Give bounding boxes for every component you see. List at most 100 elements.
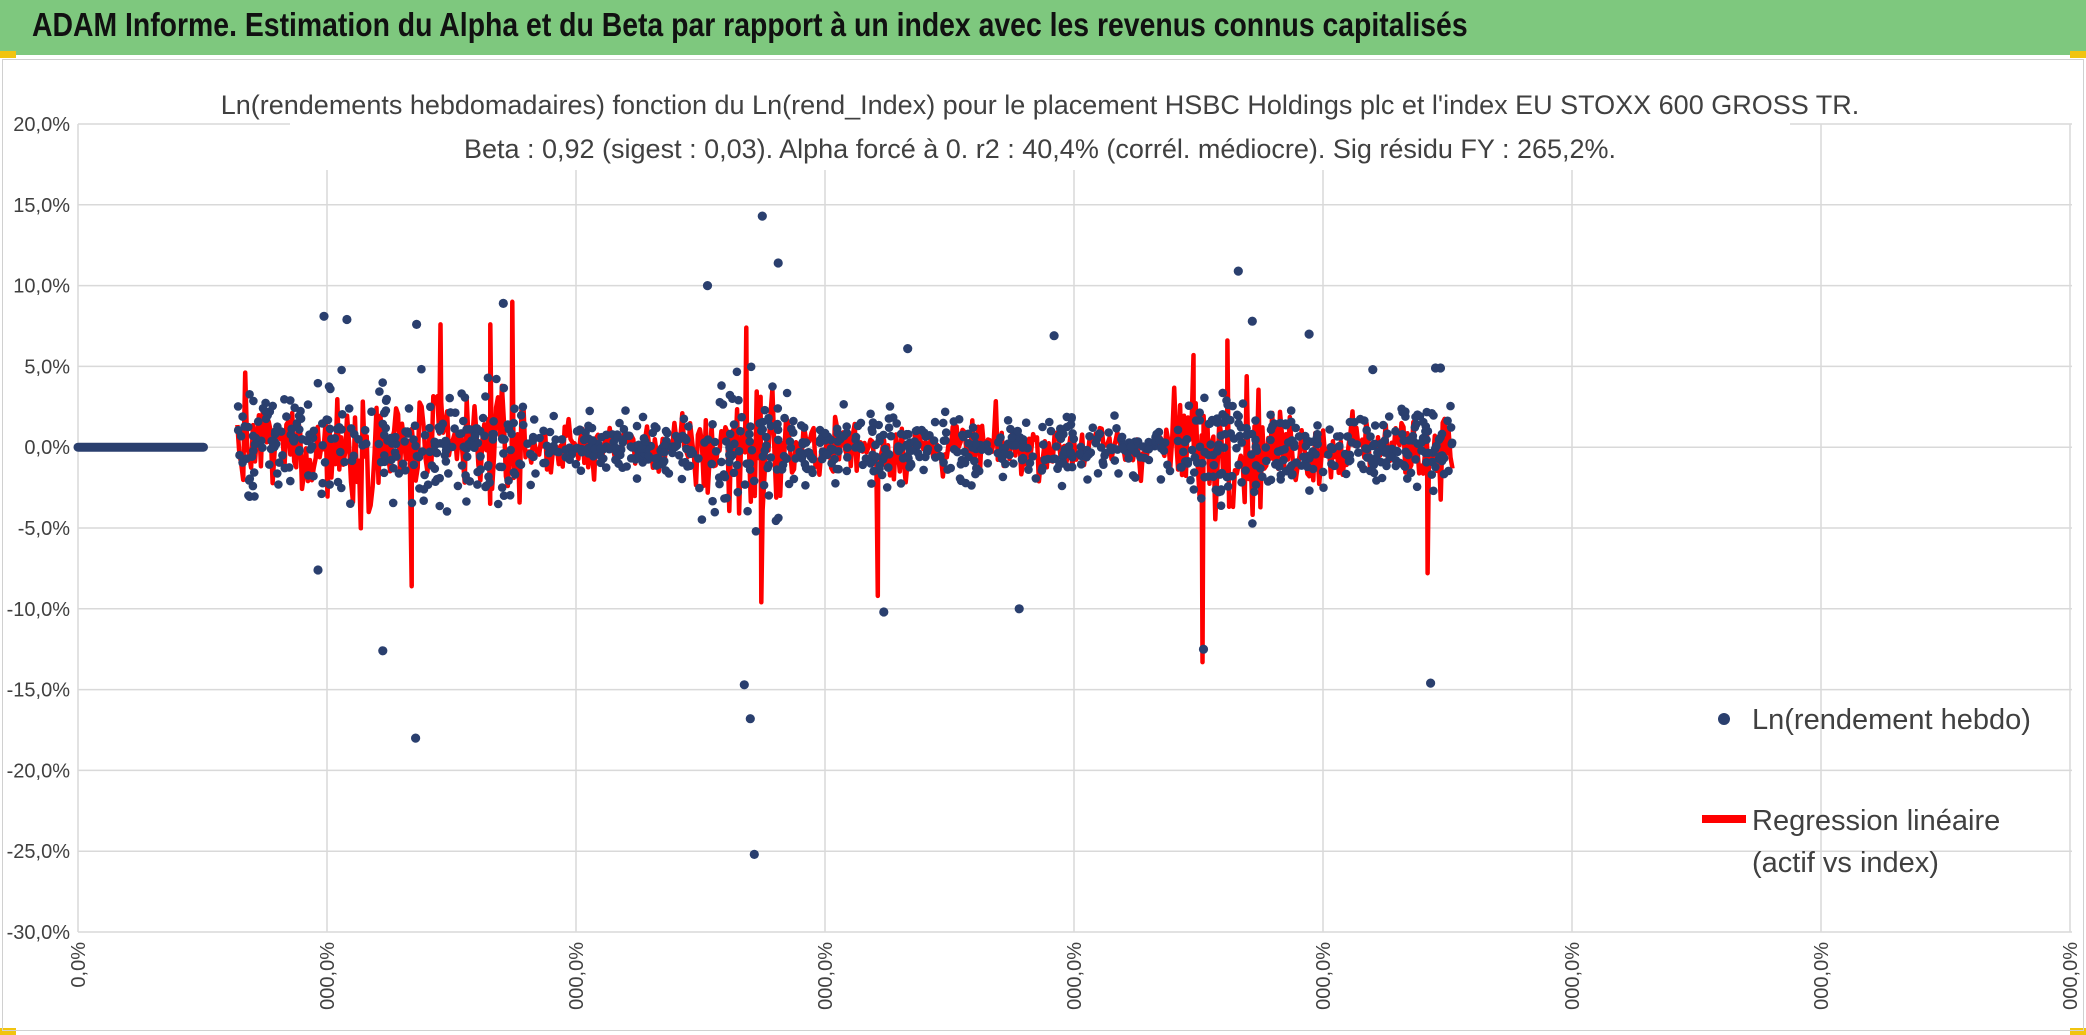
- data-point: [946, 463, 955, 473]
- data-point: [1234, 460, 1243, 470]
- data-point: [278, 451, 287, 460]
- data-point: [867, 479, 876, 488]
- data-point: [389, 463, 398, 473]
- data-point: [1412, 482, 1422, 492]
- data-point: [1276, 475, 1285, 484]
- data-point: [815, 438, 825, 448]
- data-point: [729, 420, 739, 429]
- data-point: [1318, 467, 1328, 477]
- data-point: [1266, 435, 1275, 445]
- data-point: [253, 417, 263, 426]
- data-point: [1053, 464, 1062, 473]
- data-point: [280, 395, 289, 404]
- data-point: [1092, 434, 1102, 444]
- data-point: [930, 417, 940, 427]
- y-tick-label: 20,0%: [13, 114, 70, 136]
- corner-marker: [2070, 1028, 2086, 1035]
- data-point: [401, 466, 410, 475]
- data-point: [1024, 465, 1033, 475]
- data-point: [1075, 449, 1084, 459]
- data-point: [499, 449, 508, 458]
- data-point: [436, 423, 446, 432]
- data-point: [941, 436, 950, 445]
- data-point: [1373, 448, 1382, 458]
- data-point: [1054, 431, 1064, 440]
- data-point: [977, 445, 987, 455]
- data-point: [1361, 444, 1370, 453]
- data-point: [971, 469, 980, 479]
- data-point: [659, 456, 669, 466]
- data-point: [717, 457, 726, 467]
- data-point: [453, 481, 463, 491]
- data-point: [601, 463, 611, 472]
- data-point: [1067, 462, 1077, 472]
- data-point: [1352, 440, 1362, 449]
- data-point: [1223, 482, 1233, 491]
- data-point: [302, 436, 312, 446]
- data-point: [270, 442, 279, 452]
- data-point: [1319, 483, 1328, 493]
- data-point: [1216, 501, 1226, 511]
- data-point: [1384, 412, 1394, 421]
- data-point: [1327, 459, 1336, 469]
- data-point: [1326, 442, 1336, 452]
- data-point: [1395, 458, 1405, 468]
- data-point: [1410, 423, 1420, 432]
- data-point: [736, 426, 745, 436]
- data-point: [1258, 472, 1267, 482]
- data-point: [419, 485, 429, 494]
- data-point: [589, 452, 598, 461]
- data-point: [875, 461, 885, 470]
- data-point: [441, 436, 450, 446]
- data-point: [1288, 469, 1297, 479]
- data-point: [1279, 455, 1288, 465]
- data-point: [250, 440, 260, 449]
- data-point: [1251, 480, 1261, 490]
- data-point: [518, 402, 528, 412]
- x-tick-label: 000,0%: [1811, 942, 1833, 1010]
- data-point: [733, 487, 743, 497]
- data-point: [445, 393, 455, 403]
- data-point: [1426, 678, 1436, 688]
- legend-label-regression: Regression linéaire: [1752, 805, 2000, 837]
- data-point: [386, 433, 396, 443]
- data-point: [271, 427, 280, 436]
- data-point: [1417, 446, 1426, 455]
- data-point: [827, 459, 836, 468]
- data-point: [749, 849, 759, 860]
- data-point: [773, 404, 783, 413]
- data-point: [1173, 425, 1183, 435]
- data-point: [801, 481, 810, 490]
- data-point: [419, 496, 429, 506]
- data-point: [248, 431, 258, 441]
- data-point: [720, 472, 730, 482]
- data-point: [549, 411, 558, 421]
- data-point: [1117, 432, 1127, 442]
- data-point: [588, 436, 597, 445]
- data-point: [411, 733, 421, 743]
- data-point: [1235, 431, 1245, 441]
- data-point: [1401, 447, 1411, 457]
- data-point: [871, 440, 880, 450]
- data-point: [1325, 425, 1334, 434]
- data-point: [1280, 445, 1289, 454]
- data-point: [729, 468, 739, 478]
- data-point: [1046, 426, 1056, 436]
- data-point: [1195, 416, 1205, 425]
- data-point: [1200, 472, 1209, 482]
- data-point: [1155, 436, 1164, 445]
- data-point: [531, 469, 540, 478]
- data-point: [1250, 487, 1259, 497]
- data-point: [233, 425, 243, 435]
- data-point: [869, 466, 878, 476]
- data-point: [1118, 443, 1128, 453]
- data-point: [388, 498, 398, 508]
- data-point: [1419, 417, 1428, 427]
- y-tick-label: -5,0%: [18, 518, 70, 540]
- data-point: [660, 441, 669, 450]
- data-point: [459, 416, 468, 426]
- data-point: [1056, 424, 1065, 434]
- data-point: [732, 367, 742, 377]
- data-point: [1443, 416, 1452, 426]
- data-point: [745, 714, 755, 724]
